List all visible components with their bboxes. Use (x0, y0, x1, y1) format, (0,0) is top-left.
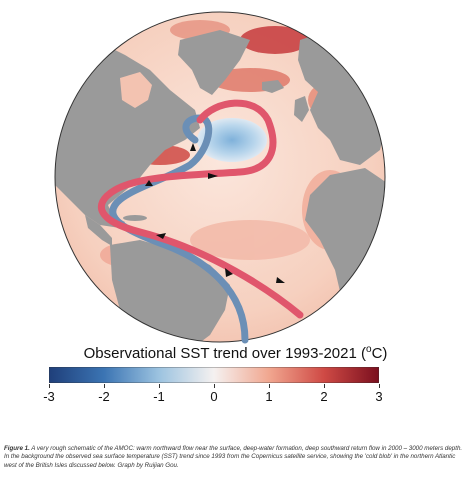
colorbar-title: Observational SST trend over 1993-2021 (… (0, 344, 471, 362)
land-iceland (262, 80, 284, 93)
land-greenland (178, 30, 250, 95)
arrow-icon (225, 268, 233, 277)
colorbar-tick-label: 3 (375, 389, 383, 404)
arrow-icon (156, 233, 166, 239)
colorbar-tick-label: 1 (265, 389, 273, 404)
arrow-icon (276, 277, 285, 283)
colorbar-tick-label: 2 (320, 389, 328, 404)
hudson-bay (120, 72, 152, 108)
caption-label: Figure 1. (4, 445, 30, 452)
colorbar-tick-mark (324, 384, 325, 388)
cold-blob (197, 118, 267, 162)
colorbar-tick-label: -2 (98, 389, 110, 404)
colorbar-tick-label: -1 (153, 389, 165, 404)
arrow-icon (190, 143, 196, 151)
land-british-isles (294, 96, 309, 122)
sst-trend-map (54, 11, 386, 344)
colorbar-title-unit: C) (371, 345, 388, 362)
colorbar-title-degree: o (366, 344, 372, 355)
land-central-america (85, 215, 112, 246)
figure-caption: Figure 1. A very rough schematic of the … (4, 445, 467, 470)
surface-current-path (97, 99, 304, 319)
globe-map (54, 11, 386, 344)
land-caribbean (123, 215, 147, 221)
colorbar-gradient (49, 367, 379, 383)
colorbar-title-text: Observational SST trend over 1993-2021 ( (83, 345, 366, 362)
caption-text: A very rough schematic of the AMOC: warm… (4, 445, 463, 469)
current-direction-arrows (145, 143, 285, 283)
colorbar-tick-label: -3 (43, 389, 55, 404)
colorbar-tick-mark (379, 384, 380, 388)
colorbar-tick-mark (159, 384, 160, 388)
arrow-icon (145, 180, 153, 186)
colorbar (49, 367, 379, 383)
colorbar-tick-mark (269, 384, 270, 388)
colorbar-tick-mark (49, 384, 50, 388)
colorbar-ticks: -3 -2 -1 0 1 2 3 (30, 384, 400, 404)
colorbar-tick-mark (214, 384, 215, 388)
colorbar-tick-label: 0 (210, 389, 218, 404)
colorbar-tick-mark (104, 384, 105, 388)
arrow-icon (208, 173, 218, 179)
globe-outline (54, 11, 386, 343)
